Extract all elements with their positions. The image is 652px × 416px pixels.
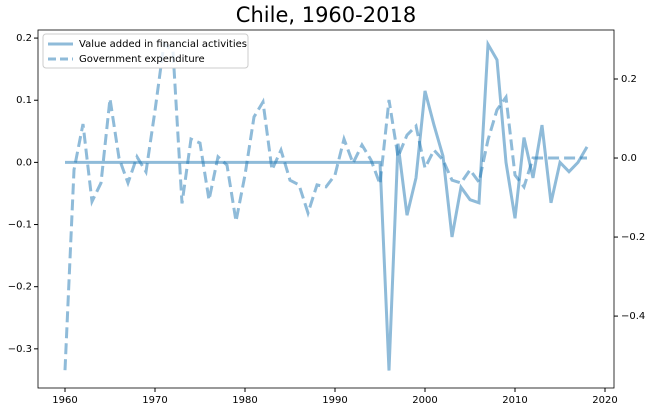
y-tick-label: 0.0 bbox=[16, 157, 32, 168]
x-tick-label: 1970 bbox=[142, 395, 167, 406]
y-tick-label: −0.3 bbox=[8, 344, 32, 355]
y-tick-label: 0.1 bbox=[16, 95, 32, 106]
y-tick-label: −0.1 bbox=[8, 220, 32, 231]
y2-tick-label: −0.4 bbox=[621, 311, 645, 322]
y-tick-label: −0.2 bbox=[8, 282, 32, 293]
x-tick-label: 1980 bbox=[232, 395, 257, 406]
x-tick-label: 2000 bbox=[412, 395, 437, 406]
plot-frame bbox=[37, 29, 615, 389]
y2-tick-label: 0.2 bbox=[621, 74, 637, 85]
y2-tick-label: −0.2 bbox=[621, 232, 645, 243]
y-tick-label: 0.2 bbox=[16, 33, 32, 44]
x-tick-label: 1960 bbox=[52, 395, 77, 406]
data-line bbox=[63, 40, 587, 371]
y2-tick-label: 0.0 bbox=[621, 153, 637, 164]
x-tick-label: 1990 bbox=[322, 395, 347, 406]
chart-title: Chile, 1960-2018 bbox=[236, 3, 416, 27]
x-tick-label: 2020 bbox=[592, 395, 617, 406]
x-tick-label: 2010 bbox=[502, 395, 527, 406]
legend-box bbox=[42, 33, 249, 69]
data-line bbox=[65, 39, 589, 371]
legend-label: Value added in financial activities bbox=[79, 39, 247, 50]
legend-label: Government expenditure bbox=[79, 54, 205, 65]
